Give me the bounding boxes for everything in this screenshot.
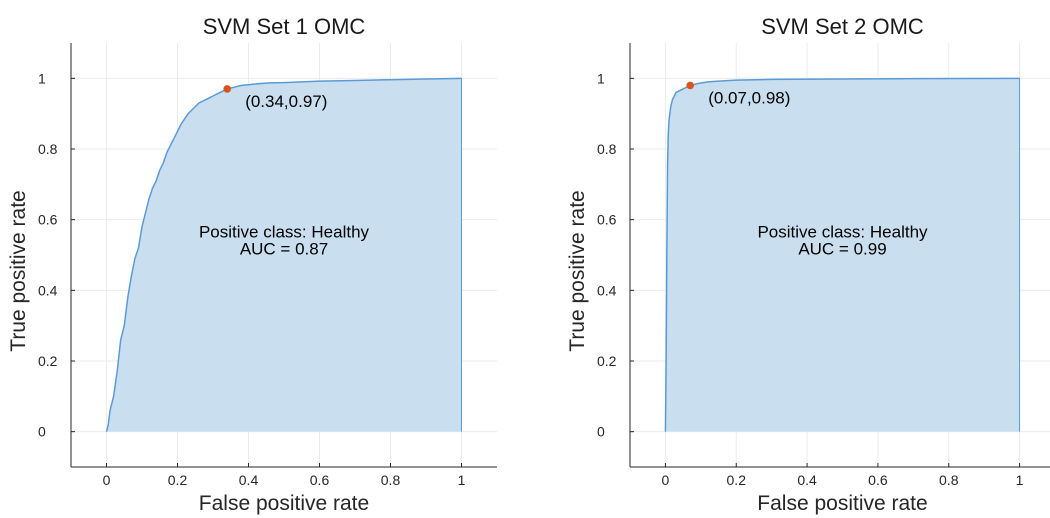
roc-panel-1: 0 0.2 0.4 0.6 0.8 1 0 0.2 0.4 0.6 0.8 1 SVM Set 1 OM… xyxy=(7,14,497,515)
y-tick-label: 0.4 xyxy=(38,282,58,298)
operating-point-marker xyxy=(223,85,231,93)
x-axis-label: False positive rate xyxy=(757,492,927,515)
x-tick-label: 0.4 xyxy=(239,472,259,488)
y-tick-label: 0 xyxy=(597,424,605,440)
y-tick-label: 0.4 xyxy=(597,282,617,298)
y-tick-label: 0.2 xyxy=(597,353,617,369)
x-tick-label: 1 xyxy=(1016,472,1024,488)
x-tick-label: 0 xyxy=(662,472,670,488)
y-axis-label: True positive rate xyxy=(7,190,30,351)
x-tick-label: 0.6 xyxy=(868,472,888,488)
annotation-positive-class: Positive class: Healthy xyxy=(757,222,928,241)
y-tick-label: 0 xyxy=(38,424,46,440)
annotation-auc: AUC = 0.99 xyxy=(798,239,886,258)
roc-panel-2: 0 0.2 0.4 0.6 0.8 1 0 0.2 0.4 0.6 0.8 1 SVM Set 2 OM… xyxy=(566,14,1050,515)
x-tick-label: 1 xyxy=(458,472,466,488)
x-tick-label: 0.8 xyxy=(939,472,959,488)
x-tick-label: 0.6 xyxy=(310,472,330,488)
annotation-auc: AUC = 0.87 xyxy=(240,239,328,258)
roc-area xyxy=(106,78,462,432)
x-tick-label: 0.4 xyxy=(797,472,817,488)
x-tick-label: 0.8 xyxy=(381,472,401,488)
roc-curve xyxy=(664,77,1020,432)
chart-title: SVM Set 2 OMC xyxy=(761,14,924,39)
annotation-positive-class: Positive class: Healthy xyxy=(199,222,370,241)
y-axis-label: True positive rate xyxy=(566,190,589,351)
chart-title: SVM Set 1 OMC xyxy=(203,14,366,39)
operating-point-marker xyxy=(686,81,695,90)
x-axis-label: False positive rate xyxy=(199,492,369,515)
y-tick-label: 0.6 xyxy=(597,212,617,228)
operating-point-label: (0.34,0.97) xyxy=(245,92,327,111)
roc-area xyxy=(665,78,1020,432)
x-tick-label: 0.2 xyxy=(727,472,747,488)
x-tick-label: 0 xyxy=(103,472,111,488)
y-tick-label: 0.2 xyxy=(38,353,58,369)
x-tick-label: 0.2 xyxy=(168,472,188,488)
y-tick-label: 1 xyxy=(38,70,46,86)
operating-point-label: (0.07,0.98) xyxy=(708,88,790,107)
roc-curve xyxy=(105,77,462,432)
y-tick-label: 0.6 xyxy=(38,212,58,228)
y-tick-label: 0.8 xyxy=(38,141,58,157)
y-tick-label: 1 xyxy=(597,70,605,86)
y-tick-label: 0.8 xyxy=(597,141,617,157)
